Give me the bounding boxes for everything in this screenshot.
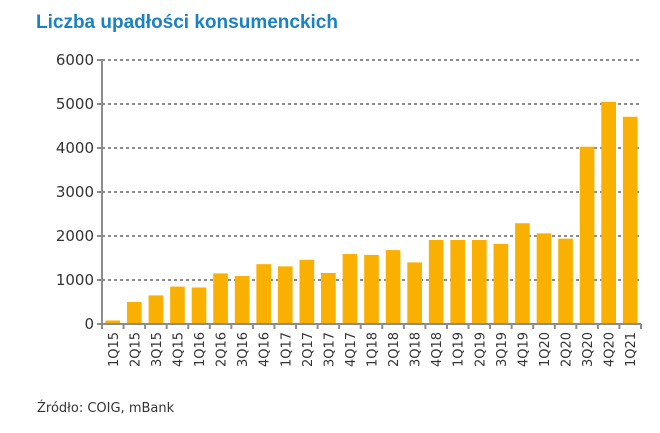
bar-1Q16 (191, 287, 207, 324)
y-tick-label: 2000 (56, 227, 94, 245)
bar-1Q19 (450, 239, 466, 324)
y-tick-label: 4000 (56, 139, 94, 157)
x-tick-label: 3Q17 (322, 332, 337, 367)
x-tick-label: 3Q16 (236, 332, 251, 367)
x-tick-label: 2Q20 (560, 332, 575, 367)
bar-4Q18 (428, 239, 444, 324)
bar-1Q17 (277, 266, 293, 324)
y-tick-label: 5000 (56, 95, 94, 113)
x-tick-label: 2Q16 (215, 332, 230, 367)
bar-2Q20 (558, 238, 573, 324)
bar-4Q19 (515, 223, 530, 324)
bar-1Q18 (364, 254, 379, 324)
x-tick-label: 1Q19 (452, 332, 467, 367)
bar-2Q16 (213, 273, 228, 324)
bar-2Q15 (127, 302, 142, 324)
bar-4Q15 (170, 286, 185, 324)
bar-3Q17 (321, 272, 336, 324)
bar-chart: 0 1000 2000 3000 4000 5000 6000 1Q15 2Q15 3Q15 4Q1… (56, 51, 642, 367)
x-tick-label: 2Q17 (301, 332, 316, 367)
bar-3Q19 (493, 243, 509, 324)
x-tick-label: 3Q15 (150, 332, 165, 367)
x-tick-label: 3Q20 (581, 332, 596, 367)
source-note: Źródło: COIG, mBank (37, 401, 175, 416)
x-tick-label: 2Q15 (128, 332, 143, 367)
y-tick-label: 1000 (56, 271, 94, 289)
y-tick-label: 0 (84, 315, 94, 333)
bar-4Q20 (601, 101, 616, 324)
x-tick-label: 1Q17 (279, 332, 294, 367)
bar-4Q17 (342, 254, 358, 324)
bar-4Q16 (256, 264, 272, 324)
bar-2Q19 (471, 239, 487, 324)
x-tick-label: 1Q20 (538, 332, 553, 367)
bar-3Q15 (148, 295, 164, 324)
x-tick-label: 4Q19 (516, 332, 531, 367)
bar-1Q15 (105, 320, 121, 324)
x-tick-label: 4Q20 (603, 332, 618, 367)
bar-2Q17 (299, 259, 315, 324)
bar-3Q18 (407, 262, 422, 324)
x-tick-label: 1Q15 (107, 332, 122, 367)
x-tick-label: 4Q15 (171, 332, 186, 367)
x-tick-label: 3Q19 (495, 332, 510, 367)
bar-3Q16 (234, 276, 250, 324)
x-tick-label: 1Q18 (366, 332, 381, 367)
x-tick-label: 4Q17 (344, 332, 359, 367)
x-tick-label: 2Q18 (387, 332, 402, 367)
bar-1Q20 (536, 233, 552, 324)
x-tick-label: 3Q18 (409, 332, 424, 367)
bar-1Q21 (622, 116, 638, 324)
x-tick-label: 4Q16 (258, 332, 273, 367)
y-tick-label: 3000 (56, 183, 94, 201)
x-tick-label: 1Q16 (193, 332, 208, 367)
x-tick-label: 2Q19 (473, 332, 488, 367)
x-tick-label: 1Q21 (624, 332, 639, 367)
bar-2Q18 (385, 250, 401, 324)
x-tick-label: 4Q18 (430, 332, 445, 367)
chart-title: Liczba upadłości konsumenckich (36, 12, 338, 33)
bar-3Q20 (579, 146, 595, 324)
y-tick-label: 6000 (56, 51, 94, 69)
